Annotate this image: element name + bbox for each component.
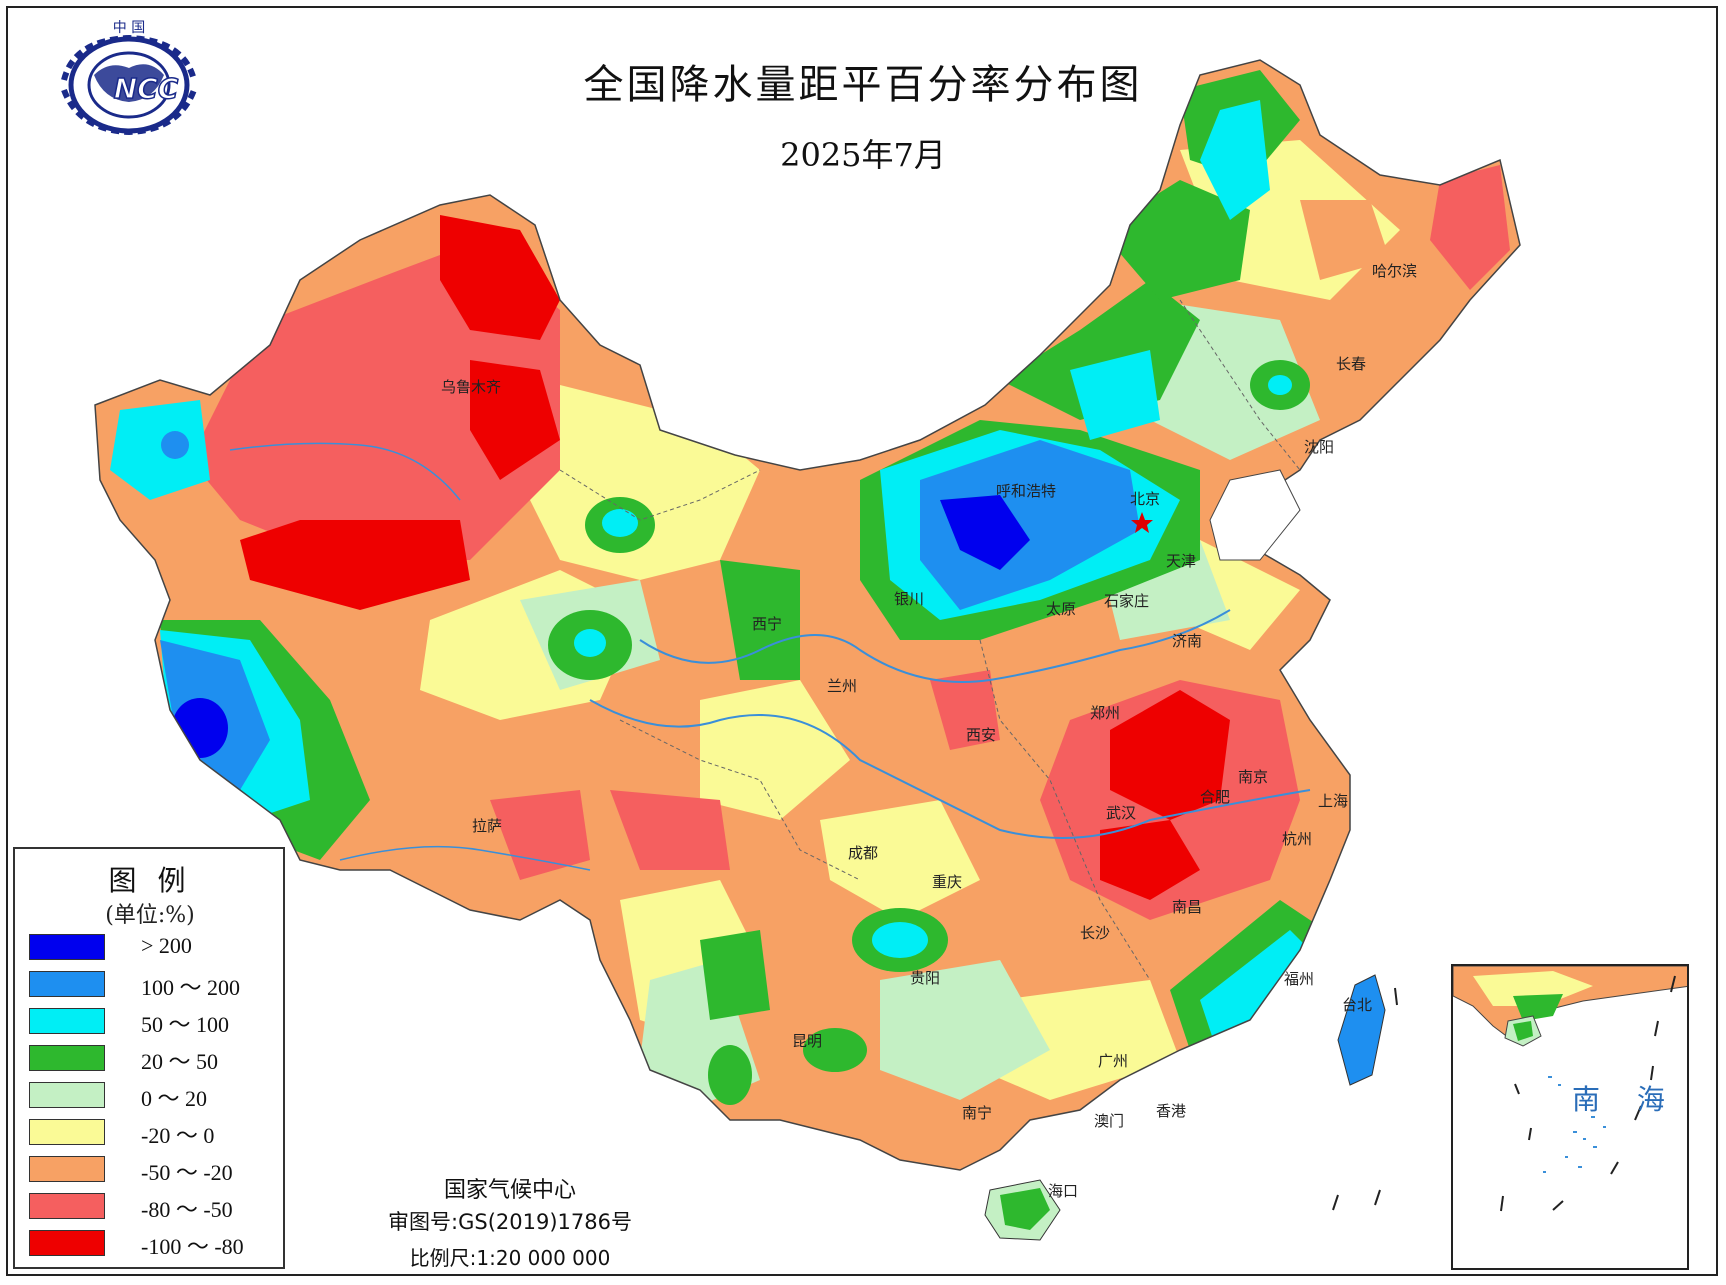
city-label: 香港 bbox=[1156, 1102, 1187, 1120]
city-label: 长春 bbox=[1336, 355, 1367, 373]
legend-swatch bbox=[29, 1230, 105, 1256]
city-label: 哈尔滨 bbox=[1372, 262, 1418, 280]
legend-item: -20 ～ 0 bbox=[29, 1119, 279, 1148]
city-label: 长沙 bbox=[1080, 924, 1111, 942]
city-label: 合肥 bbox=[1200, 788, 1231, 806]
legend-swatch bbox=[29, 934, 105, 960]
legend-label: 100 ～ 200 bbox=[141, 975, 241, 1000]
inset-map bbox=[1453, 966, 1687, 1212]
inset-label: 南 海 bbox=[1572, 1083, 1679, 1116]
legend-item: -50 ～ -20 bbox=[29, 1156, 279, 1185]
legend-item: 100 ～ 200 bbox=[29, 971, 279, 1000]
city-label: 石家庄 bbox=[1104, 592, 1150, 610]
logo-top-text: 中 国 bbox=[113, 20, 145, 36]
legend-swatch bbox=[29, 1156, 105, 1182]
city-label: 武汉 bbox=[1106, 804, 1137, 822]
city-label: 西宁 bbox=[752, 615, 783, 633]
legend: 图 例 (单位:%) > 200 100 ～ 200 50 ～ 100 20 ～… bbox=[13, 847, 285, 1269]
south-china-sea-inset bbox=[1451, 964, 1689, 1270]
legend-swatch bbox=[29, 1082, 105, 1108]
city-label: 拉萨 bbox=[472, 817, 503, 835]
legend-swatch bbox=[29, 1119, 105, 1145]
city-label: 兰州 bbox=[827, 677, 858, 695]
legend-swatch bbox=[29, 971, 105, 997]
legend-item: -80 ～ -50 bbox=[29, 1193, 279, 1222]
legend-label: -50 ～ -20 bbox=[141, 1160, 233, 1185]
city-label: 台北 bbox=[1342, 996, 1373, 1014]
legend-label: > 200 bbox=[141, 933, 192, 958]
city-label: 郑州 bbox=[1090, 704, 1121, 722]
city-label: 贵阳 bbox=[910, 969, 941, 987]
map-title: 全国降水量距平百分率分布图 bbox=[583, 62, 1143, 108]
city-label: 重庆 bbox=[932, 873, 963, 891]
legend-item: 50 ～ 100 bbox=[29, 1008, 279, 1037]
city-label: 银川 bbox=[894, 590, 925, 608]
city-label: 海口 bbox=[1048, 1182, 1079, 1200]
legend-swatch bbox=[29, 1008, 105, 1034]
credit-org: 国家气候中心 bbox=[443, 1178, 576, 1203]
city-label: 南宁 bbox=[962, 1104, 993, 1122]
legend-unit: (单位:%) bbox=[105, 903, 195, 928]
legend-label: 20 ～ 50 bbox=[141, 1049, 219, 1074]
ncc-logo: 中 国 NCC bbox=[61, 20, 197, 136]
city-label: 成都 bbox=[848, 844, 879, 862]
legend-label: -80 ～ -50 bbox=[141, 1197, 233, 1222]
legend-item: 20 ～ 50 bbox=[29, 1045, 279, 1074]
city-label: 福州 bbox=[1284, 970, 1315, 988]
legend-item: 0 ～ 20 bbox=[29, 1082, 279, 1111]
legend-item: -100 ～ -80 bbox=[29, 1230, 279, 1259]
city-label: 呼和浩特 bbox=[996, 482, 1057, 500]
city-label: 南昌 bbox=[1172, 898, 1203, 916]
city-label: 沈阳 bbox=[1304, 438, 1335, 456]
logo-emblem-text: NCC bbox=[114, 72, 179, 105]
credit-review-number: 审图号:GS(2019)1786号 bbox=[388, 1210, 632, 1234]
city-label: 杭州 bbox=[1282, 830, 1313, 848]
map-subtitle: 2025年7月 bbox=[780, 136, 946, 174]
city-label: 北京 bbox=[1130, 490, 1161, 508]
city-label: 上海 bbox=[1318, 792, 1349, 810]
city-label: 昆明 bbox=[792, 1032, 823, 1050]
city-label: 乌鲁木齐 bbox=[441, 378, 502, 396]
legend-swatch bbox=[29, 1045, 105, 1071]
city-label: 南京 bbox=[1238, 768, 1269, 786]
legend-label: -100 ～ -80 bbox=[141, 1234, 244, 1259]
map-frame bbox=[6, 6, 1718, 1276]
city-label: 澳门 bbox=[1094, 1112, 1125, 1130]
city-label: 广州 bbox=[1098, 1052, 1129, 1070]
city-label: 天津 bbox=[1166, 552, 1197, 570]
legend-label: 50 ～ 100 bbox=[141, 1012, 230, 1037]
city-label: 济南 bbox=[1172, 632, 1203, 650]
legend-item: > 200 bbox=[29, 933, 279, 960]
city-label: 西安 bbox=[966, 726, 997, 744]
legend-title: 图 例 bbox=[108, 864, 192, 897]
credit-scale: 比例尺:1:20 000 000 bbox=[409, 1246, 611, 1270]
legend-label: -20 ～ 0 bbox=[141, 1123, 215, 1148]
legend-label: 0 ～ 20 bbox=[141, 1086, 208, 1111]
city-label: 太原 bbox=[1046, 600, 1077, 618]
legend-swatch bbox=[29, 1193, 105, 1219]
